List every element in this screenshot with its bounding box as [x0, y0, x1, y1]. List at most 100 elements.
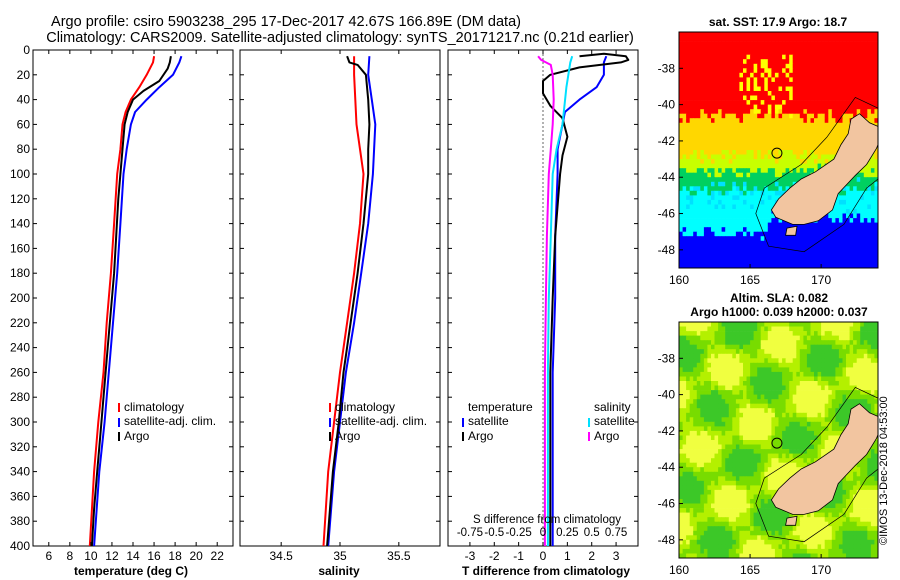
map-cell [689, 426, 694, 432]
map-cell [718, 371, 723, 377]
map-cell [732, 335, 737, 341]
map-cell [739, 150, 744, 155]
map-cell [718, 222, 723, 228]
map-cell [728, 344, 733, 350]
map-cell [714, 81, 719, 87]
map-cell [703, 45, 708, 51]
map-cell [803, 358, 808, 364]
map-cell [799, 136, 804, 142]
map-cell [799, 417, 804, 423]
map-cell [711, 113, 715, 119]
map-cell [849, 258, 854, 264]
map-cell [703, 209, 708, 214]
map-cell [846, 59, 850, 65]
map-cell [700, 154, 705, 160]
map-cell [746, 381, 751, 386]
map-cell [757, 100, 762, 105]
map-cell [803, 367, 808, 373]
map-cell [789, 390, 794, 395]
map-cell [856, 340, 861, 346]
map-cell [803, 435, 808, 441]
map-cell [693, 421, 698, 427]
map-cell [689, 367, 694, 373]
map-cell [774, 72, 779, 78]
map-cell [831, 263, 836, 268]
map-cell [764, 127, 769, 133]
map-cell [870, 254, 875, 260]
map-cell [753, 209, 758, 214]
map-cell [735, 258, 740, 264]
map-cell [743, 150, 747, 155]
map-cell [799, 458, 804, 464]
map-cell [828, 100, 833, 105]
map-cell [739, 412, 744, 418]
map-cell [728, 68, 733, 74]
map-cell [728, 353, 733, 359]
map-cell [796, 403, 801, 409]
map-cell [782, 127, 787, 133]
map-cell [679, 249, 683, 255]
map-cell [817, 159, 822, 164]
map-cell [686, 435, 691, 441]
map-cell [700, 86, 705, 92]
map-cell [693, 362, 698, 368]
map-cell [703, 358, 708, 364]
map-cell [703, 231, 708, 237]
map-cell [785, 150, 790, 155]
map-cell [757, 172, 762, 178]
map-cell [743, 59, 747, 65]
map-cell [767, 367, 772, 373]
map-cell [743, 109, 747, 115]
map-cell [799, 54, 804, 60]
map-cell [693, 63, 698, 69]
map-cell [750, 127, 755, 133]
map-cell [682, 86, 687, 92]
map-cell [835, 199, 840, 205]
map-cell [774, 150, 779, 155]
map-cell [767, 122, 772, 128]
map-cell [803, 331, 808, 336]
map-cell [689, 218, 694, 223]
map-cell [831, 340, 836, 346]
map-cell [760, 195, 765, 201]
map-cell [796, 322, 801, 327]
map-cell [831, 86, 836, 92]
map-cell [860, 227, 865, 233]
map-cell [799, 159, 804, 164]
map-cell [785, 449, 790, 454]
map-cell [810, 168, 815, 174]
map-cell [799, 440, 804, 445]
map-cell [870, 86, 875, 92]
map-cell [849, 376, 854, 382]
map-cell [714, 412, 719, 418]
map-cell [689, 104, 694, 110]
map-cell [689, 240, 694, 246]
map-cell [721, 421, 726, 427]
map-cell [689, 349, 694, 355]
map-cell [725, 218, 730, 223]
map-cell [771, 421, 776, 427]
map-cell [771, 95, 776, 101]
map-cell [874, 258, 878, 264]
map-cell [696, 390, 701, 395]
map-cell [718, 322, 723, 327]
map-cell [679, 394, 683, 400]
map-cell [796, 168, 801, 174]
map-cell [725, 449, 730, 454]
map-cell [767, 444, 772, 450]
map-cell [750, 204, 755, 210]
map-cell [757, 145, 762, 151]
map-cell [711, 104, 715, 110]
map-cell [799, 222, 804, 228]
map-cell [824, 240, 829, 246]
map-cell [856, 254, 861, 260]
map-cell [778, 222, 783, 228]
map-cell [863, 59, 868, 65]
map-cell [711, 258, 715, 264]
y-tick-label: 120 [10, 192, 30, 206]
map-cell [693, 72, 698, 78]
map-cell [789, 222, 794, 228]
map-cell [803, 417, 808, 423]
map-cell [711, 440, 715, 445]
map-cell [725, 227, 730, 233]
